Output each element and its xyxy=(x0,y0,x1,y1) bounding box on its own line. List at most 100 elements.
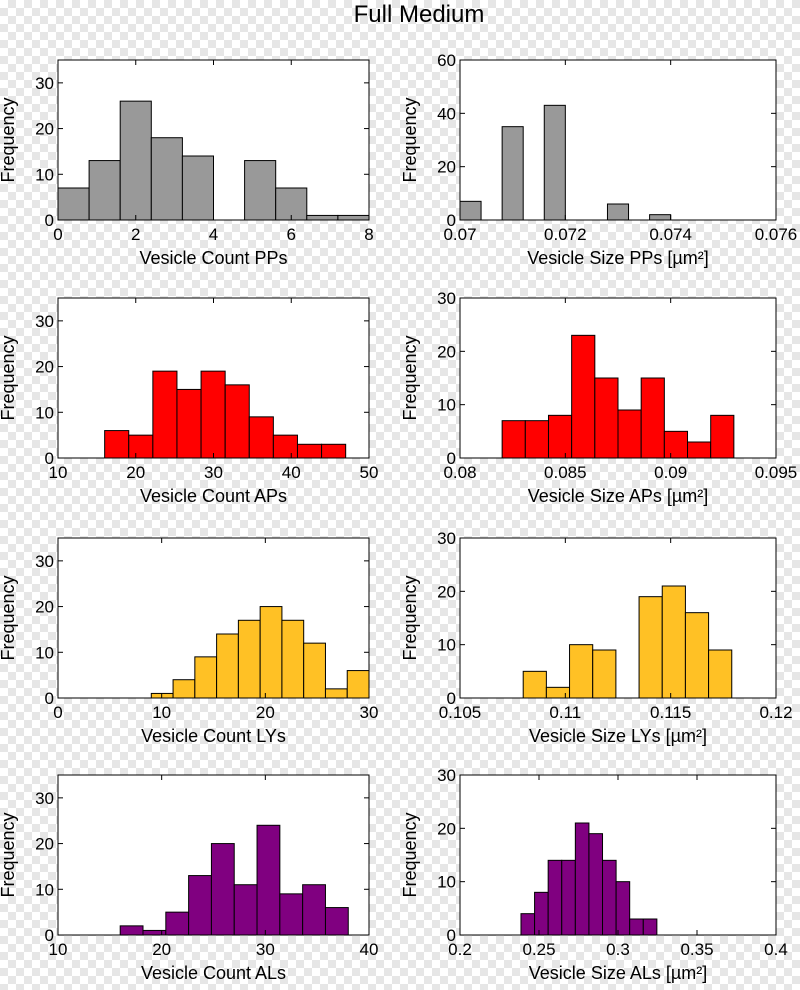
histogram-bar xyxy=(606,203,630,221)
x-tick-label: 20 xyxy=(256,703,275,722)
y-axis-label: Frequency xyxy=(0,97,18,182)
x-tick-label: 2 xyxy=(131,225,140,244)
y-tick-label: 20 xyxy=(437,158,456,177)
histogram-panel: 0 10 20 30 0 10 20 30 Vesicle Count LYs Frequency xyxy=(0,537,378,746)
y-tick-label: 20 xyxy=(35,835,54,854)
histogram-bar xyxy=(150,692,174,699)
x-tick-label: 0.085 xyxy=(544,463,587,482)
y-tick-label: 20 xyxy=(35,358,54,377)
histogram-bar xyxy=(534,891,549,936)
histogram-bar xyxy=(574,822,590,936)
x-tick-label: 0 xyxy=(53,703,62,722)
histogram-bar xyxy=(649,214,672,221)
x-tick-label: 20 xyxy=(126,463,145,482)
y-tick-label: 60 xyxy=(437,51,456,70)
y-axis-label: Frequency xyxy=(0,575,18,660)
y-tick-label: 30 xyxy=(35,312,54,331)
y-tick-label: 30 xyxy=(35,74,54,93)
x-axis-label: Vesicle Count PPs xyxy=(139,248,287,268)
histogram-bar xyxy=(615,881,631,936)
x-tick-label: 6 xyxy=(287,225,296,244)
axes-frame xyxy=(459,297,777,459)
histogram-bar xyxy=(142,929,167,936)
axes-frame xyxy=(459,537,777,699)
histogram-bar xyxy=(687,441,712,459)
histogram-bar xyxy=(640,377,665,459)
histogram-panel: 0.07 0.072 0.074 0.076 0 20 40 60 Vesicle Size P… xyxy=(400,51,797,268)
histogram-bar xyxy=(547,414,573,459)
x-tick-label: 40 xyxy=(282,463,301,482)
x-axis-label: Vesicle Count APs xyxy=(140,486,287,506)
histogram-bar xyxy=(638,596,663,699)
x-tick-label: 10 xyxy=(49,463,68,482)
x-tick-label: 0.4 xyxy=(764,940,788,959)
histogram-bar xyxy=(302,884,326,936)
histogram-bar xyxy=(321,443,347,459)
histogram-bar xyxy=(281,619,305,699)
axes-frame xyxy=(57,774,370,936)
x-tick-label: 10 xyxy=(152,703,171,722)
histogram-bar xyxy=(501,420,526,459)
y-axis-label: Frequency xyxy=(400,812,420,897)
histogram-bar xyxy=(459,200,482,221)
y-tick-label: 20 xyxy=(35,120,54,139)
histogram-bar xyxy=(248,416,274,459)
y-axis-label: Frequency xyxy=(0,335,18,420)
histogram-bar xyxy=(188,875,212,936)
histogram-bar xyxy=(708,649,733,699)
histogram-bar xyxy=(165,911,190,936)
axes-frame xyxy=(57,537,370,699)
y-tick-label: 10 xyxy=(437,396,456,415)
y-axis-label: Frequency xyxy=(0,812,18,897)
histogram-bar xyxy=(259,606,283,699)
x-tick-label: 0.072 xyxy=(544,225,587,244)
y-tick-label: 20 xyxy=(35,598,54,617)
histogram-panel: 0 2 4 6 8 0 10 20 30 Vesicle Count PPs Frequency xyxy=(0,59,374,268)
y-tick-label: 0 xyxy=(447,926,456,945)
x-tick-label: 40 xyxy=(360,940,379,959)
y-axis-label: Frequency xyxy=(400,335,420,420)
x-tick-label: 30 xyxy=(256,940,275,959)
x-tick-label: 0.12 xyxy=(759,703,792,722)
histogram-bar xyxy=(602,859,617,936)
y-tick-label: 0 xyxy=(447,211,456,230)
y-tick-label: 30 xyxy=(437,766,456,785)
x-axis-label: Vesicle Size PPs [µm²] xyxy=(527,248,708,268)
y-tick-label: 20 xyxy=(437,582,456,601)
histogram-bar xyxy=(520,913,536,936)
x-tick-label: 0.076 xyxy=(755,225,798,244)
histogram-bar xyxy=(256,824,281,936)
x-tick-label: 4 xyxy=(209,225,218,244)
histogram-bar xyxy=(172,679,196,699)
x-tick-label: 0.35 xyxy=(680,940,713,959)
x-tick-label: 0.09 xyxy=(654,463,687,482)
histogram-bar xyxy=(200,370,226,459)
histogram-bar xyxy=(194,656,218,699)
x-tick-label: 0 xyxy=(53,225,62,244)
x-axis-label: Vesicle Size LYs [µm²] xyxy=(529,726,707,746)
histogram-bar xyxy=(661,585,686,699)
histogram-bar xyxy=(592,649,617,699)
x-tick-label: 0.2 xyxy=(448,940,472,959)
x-tick-label: 0.074 xyxy=(649,225,692,244)
histogram-bar xyxy=(337,214,370,221)
y-tick-label: 30 xyxy=(437,529,456,548)
histogram-bar xyxy=(306,214,339,221)
histogram-bar xyxy=(128,434,154,459)
histogram-bar xyxy=(272,434,298,459)
histogram-bar xyxy=(324,688,348,699)
y-tick-label: 20 xyxy=(437,342,456,361)
histogram-bar xyxy=(684,612,710,699)
histogram-bar xyxy=(104,430,130,459)
histogram-bar xyxy=(224,384,250,459)
histogram-bar xyxy=(237,619,261,699)
y-tick-label: 20 xyxy=(437,819,456,838)
histogram-bar xyxy=(522,670,547,699)
y-tick-label: 0 xyxy=(45,211,54,230)
x-tick-label: 30 xyxy=(204,463,223,482)
histogram-bar xyxy=(547,859,563,936)
x-tick-label: 0.3 xyxy=(606,940,630,959)
histogram-bar xyxy=(57,187,90,221)
